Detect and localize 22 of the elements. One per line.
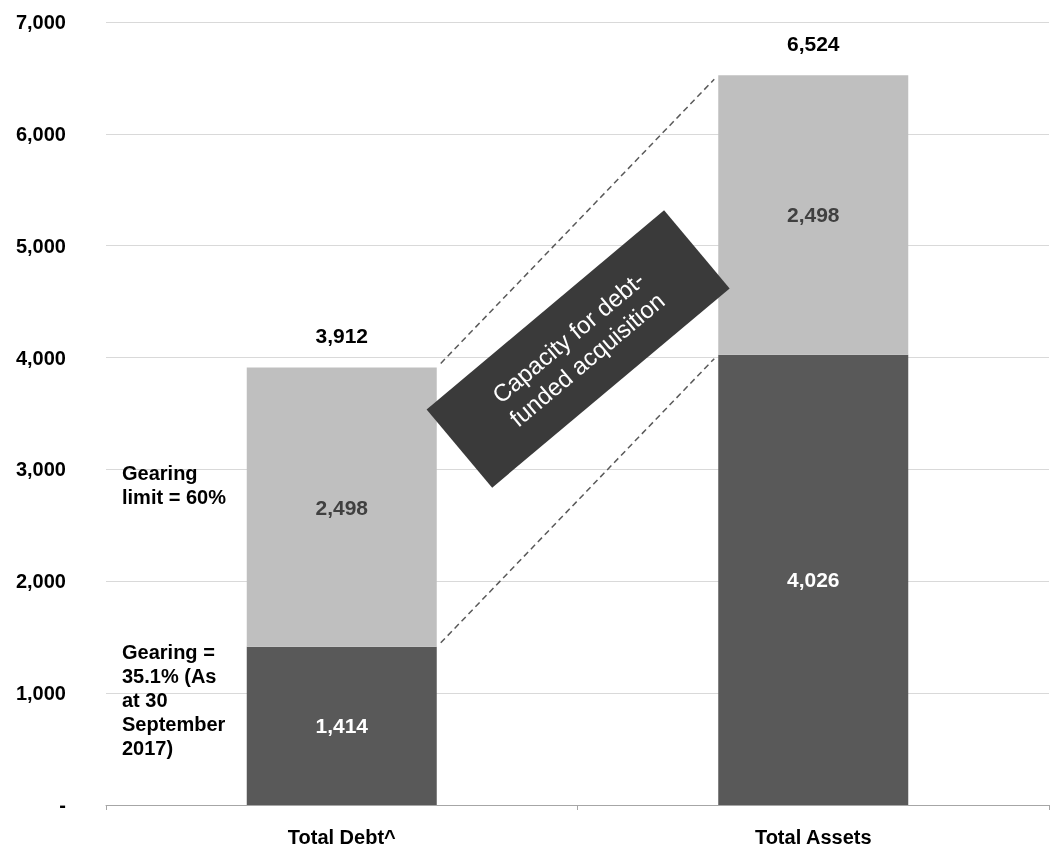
data-label: 2,498 — [786, 203, 840, 227]
x-tick-label: Total Debt^ — [287, 826, 397, 848]
y-tick-label: 3,000 — [15, 458, 66, 481]
x-tick-label: Total Assets — [754, 826, 872, 848]
y-tick-label: 2,000 — [15, 570, 66, 593]
annotation: Gearing limit = 60% — [122, 461, 227, 510]
annotation: Gearing = 35.1% (As at 30 September 2017) — [122, 640, 227, 761]
y-tick-label: 7,000 — [15, 11, 66, 33]
bar — [246, 367, 437, 647]
total-label: 6,524 — [785, 31, 841, 57]
y-tick-label: 4,000 — [15, 346, 66, 369]
total-label: 3,912 — [314, 323, 370, 349]
y-tick-label: 5,000 — [15, 234, 66, 257]
bar — [718, 75, 909, 355]
bar — [718, 354, 909, 805]
data-label: 4,026 — [786, 568, 840, 592]
data-label: 2,498 — [315, 495, 369, 519]
y-tick-label: 6,000 — [15, 122, 66, 145]
bar — [246, 646, 437, 805]
y-tick-label: - — [59, 794, 66, 816]
data-label: 1,414 — [315, 714, 369, 738]
y-tick-label: 1,000 — [15, 682, 66, 705]
